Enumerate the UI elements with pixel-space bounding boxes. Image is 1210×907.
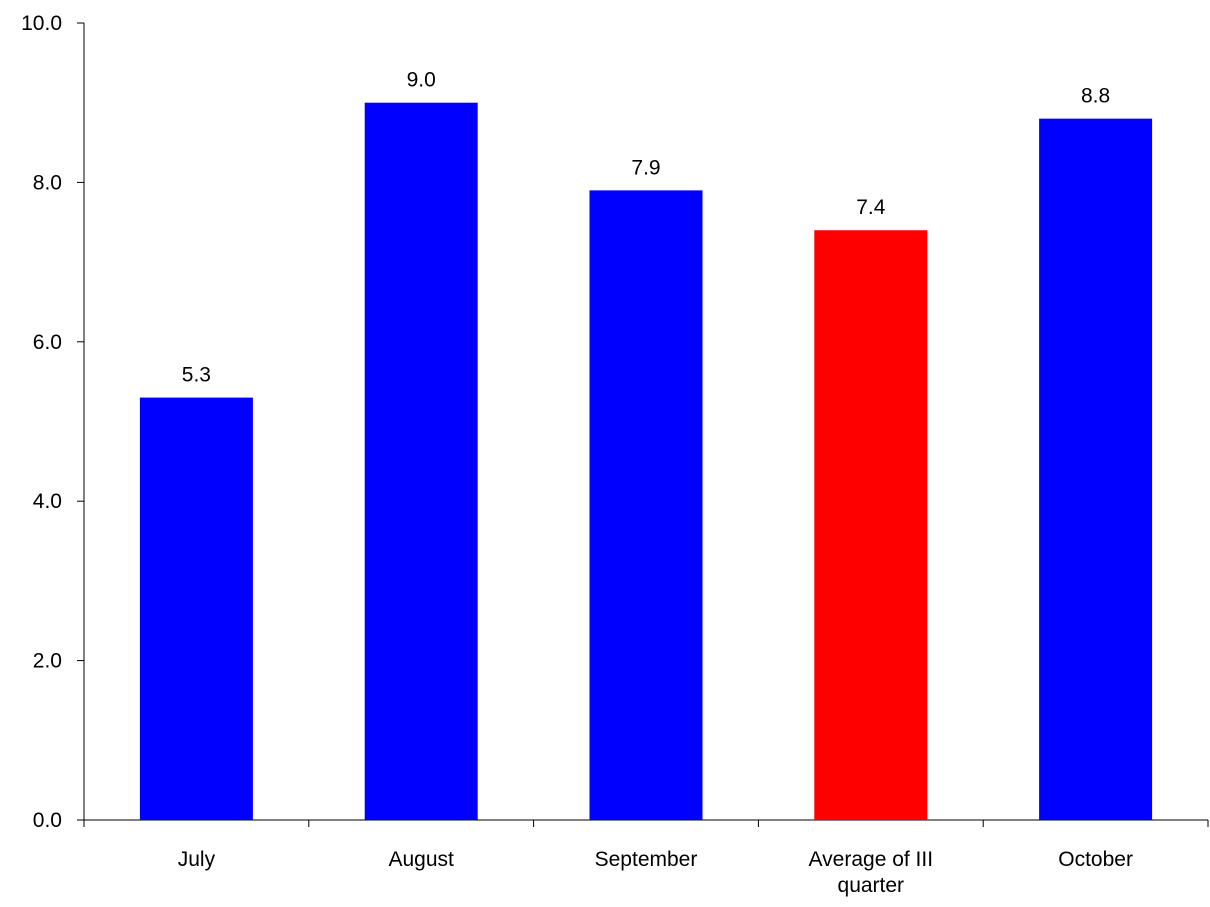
data-label: 8.8 [1081, 85, 1110, 108]
bar [1039, 118, 1153, 820]
bar [364, 102, 478, 820]
category-label: July [178, 848, 216, 871]
y-tick-label: 0.0 [33, 809, 62, 832]
x-axis: July August September Average of III quarter… [83, 819, 1209, 897]
y-tick-label: 2.0 [33, 650, 62, 673]
category-label: August [389, 848, 455, 871]
category-label: Average of III quarter [809, 848, 934, 897]
y-axis: 0.0 2.0 4.0 6.0 8.0 10.0 [21, 12, 85, 832]
data-label: 9.0 [407, 69, 436, 92]
y-tick-label: 4.0 [33, 490, 62, 513]
y-tick-label: 6.0 [33, 331, 62, 354]
data-label: 7.9 [631, 156, 660, 179]
data-label: 5.3 [182, 364, 211, 387]
bars [139, 102, 1153, 821]
bar [814, 230, 928, 821]
data-labels: 5.3 9.0 7.9 7.4 8.8 [182, 69, 1110, 387]
category-label: October [1058, 848, 1133, 871]
y-tick-label: 10.0 [21, 12, 62, 35]
bar [139, 397, 253, 820]
bar [589, 190, 703, 820]
data-label: 7.4 [856, 196, 886, 219]
y-tick-label: 8.0 [33, 171, 62, 194]
category-label: September [595, 848, 698, 871]
